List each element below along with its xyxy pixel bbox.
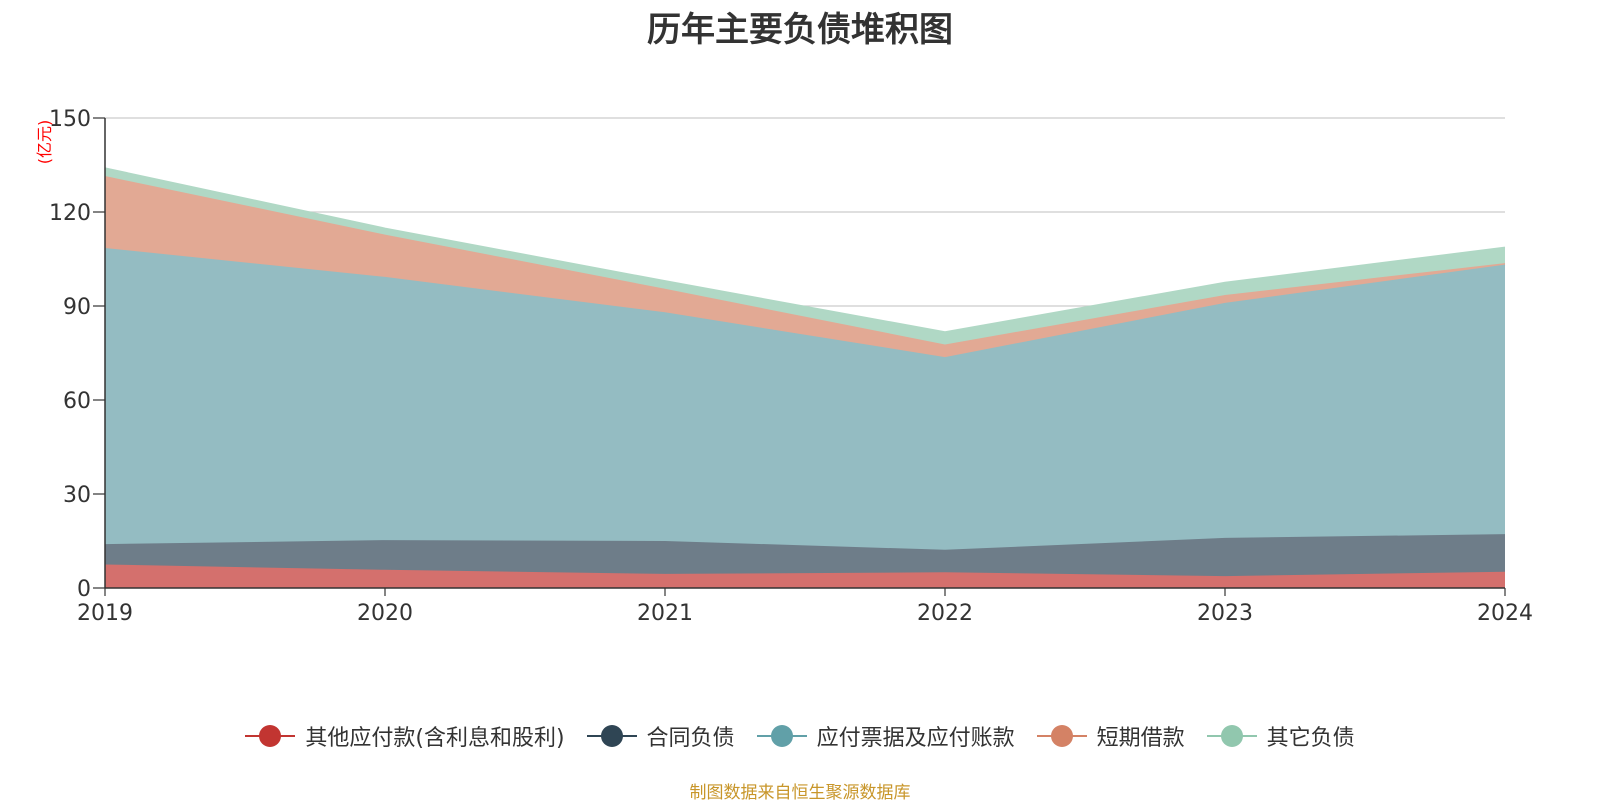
legend-label: 应付票据及应付账款: [816, 726, 1015, 751]
x-tick-label: 2021: [637, 601, 693, 626]
axes: [93, 117, 1506, 596]
legend-item-3[interactable]: 应付票据及应付账款: [756, 720, 1015, 752]
tick-labels: 0 30 60 90 120 150(亿元) 2019 2020 2021 2022 2023 202…: [35, 107, 1533, 626]
area-series-1: [105, 564, 1505, 588]
y-axis-label: (亿元): [35, 120, 54, 165]
x-tick-label: 2022: [917, 601, 973, 626]
x-tick-label: 2023: [1197, 601, 1253, 626]
legend-label: 合同负债: [646, 726, 735, 751]
area-series-5: [105, 168, 1505, 345]
area-series: [104, 167, 1506, 588]
chart-title: 历年主要负债堆积图: [647, 10, 953, 50]
y-tick-label: 90: [63, 295, 91, 320]
x-tick-label: 2019: [77, 601, 133, 626]
legend-item-1[interactable]: 其他应付款(含利息和股利): [245, 720, 565, 752]
legend-item-5[interactable]: 其它负债: [1206, 720, 1355, 752]
y-tick-label: 60: [63, 389, 91, 414]
x-tick-label: 2024: [1477, 601, 1533, 626]
legend-marker-icon: [586, 723, 637, 749]
area-series-3: [105, 248, 1505, 550]
legend[interactable]: 其他应付款(含利息和股利) 合同负债 应付票据及应付账款 短期借款 其它负债: [0, 720, 1600, 752]
legend-dot-icon: [1220, 725, 1243, 747]
legend-label: 短期借款: [1096, 726, 1185, 751]
legend-marker-icon: [245, 723, 296, 749]
legend-item-4[interactable]: 短期借款: [1036, 720, 1185, 752]
area-series-4: [105, 176, 1505, 358]
y-tick-label: 120: [49, 201, 91, 226]
source-note: 制图数据来自恒生聚源数据库: [689, 783, 911, 803]
legend-label: 其它负债: [1266, 726, 1355, 751]
y-tick-label: 30: [63, 483, 91, 508]
area-series-2: [105, 534, 1505, 577]
legend-label: 其他应付款(含利息和股利): [305, 726, 565, 751]
y-tick-label: 150: [49, 107, 91, 132]
y-tick-label: 0: [77, 577, 91, 602]
series-line-5: [104, 167, 1506, 333]
legend-dot-icon: [259, 725, 282, 747]
legend-dot-icon: [600, 725, 623, 747]
legend-dot-icon: [770, 725, 793, 747]
legend-dot-icon: [1050, 725, 1073, 747]
legend-item-2[interactable]: 合同负债: [586, 720, 735, 752]
x-tick-label: 2020: [357, 601, 413, 626]
legend-marker-icon: [1206, 723, 1257, 749]
legend-marker-icon: [756, 723, 807, 749]
legend-marker-icon: [1036, 723, 1087, 749]
